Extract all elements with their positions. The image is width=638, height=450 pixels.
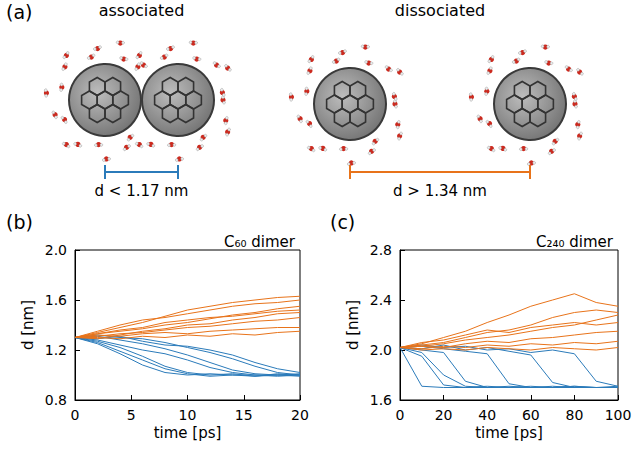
- svg-text:0: 0: [396, 407, 405, 423]
- svg-text:d < 1.17 nm: d < 1.17 nm: [95, 182, 189, 200]
- svg-text:(b): (b): [6, 211, 33, 233]
- svg-text:(a): (a): [6, 1, 32, 23]
- svg-text:(c): (c): [330, 211, 355, 233]
- svg-text:time [ps]: time [ps]: [475, 424, 543, 442]
- svg-text:20: 20: [435, 407, 453, 423]
- svg-text:d [nm]: d [nm]: [19, 300, 37, 350]
- svg-text:15: 15: [235, 407, 253, 423]
- svg-text:1.6: 1.6: [45, 292, 67, 308]
- svg-text:60: 60: [522, 407, 540, 423]
- svg-text:20: 20: [291, 407, 309, 423]
- svg-text:80: 80: [565, 407, 583, 423]
- svg-text:2.0: 2.0: [45, 242, 67, 258]
- svg-text:2.4: 2.4: [370, 292, 392, 308]
- svg-text:0: 0: [71, 407, 80, 423]
- svg-text:1.6: 1.6: [370, 392, 392, 408]
- svg-text:100: 100: [605, 407, 632, 423]
- svg-text:C₆₀ dimer: C₆₀ dimer: [224, 233, 296, 251]
- svg-text:C₂₄₀ dimer: C₂₄₀ dimer: [536, 233, 614, 251]
- svg-text:10: 10: [179, 407, 197, 423]
- svg-text:2.8: 2.8: [370, 242, 392, 258]
- svg-text:d [nm]: d [nm]: [344, 300, 362, 350]
- svg-text:2.0: 2.0: [370, 342, 392, 358]
- svg-text:1.2: 1.2: [45, 342, 67, 358]
- svg-text:0.8: 0.8: [45, 392, 67, 408]
- svg-text:d > 1.34 nm: d > 1.34 nm: [393, 182, 487, 200]
- svg-text:40: 40: [478, 407, 496, 423]
- svg-text:5: 5: [127, 407, 136, 423]
- svg-text:time [ps]: time [ps]: [154, 424, 222, 442]
- svg-text:dissociated: dissociated: [395, 1, 485, 20]
- svg-text:associated: associated: [99, 1, 185, 20]
